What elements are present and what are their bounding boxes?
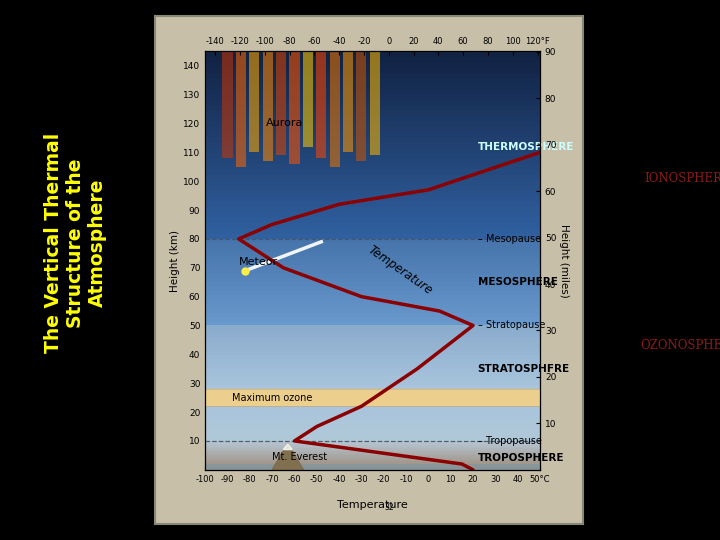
Text: IONOSPHERE: IONOSPHERE <box>644 172 720 185</box>
Polygon shape <box>272 444 303 470</box>
Text: TROPOSPHERE: TROPOSPHERE <box>477 453 564 463</box>
Text: The Vertical Thermal
Structure of the
Atmosphere: The Vertical Thermal Structure of the At… <box>44 133 107 353</box>
Text: MESOSPHERE: MESOSPHERE <box>477 277 557 287</box>
X-axis label: Temperature: Temperature <box>337 501 408 510</box>
Polygon shape <box>284 444 292 450</box>
Text: Mt. Everest: Mt. Everest <box>272 452 328 462</box>
Text: – Stratopause: – Stratopause <box>477 320 545 330</box>
Polygon shape <box>272 444 303 470</box>
Text: – Mesopause: – Mesopause <box>477 234 541 244</box>
Y-axis label: Height (km): Height (km) <box>171 230 180 292</box>
Text: STRATOSPHFRE: STRATOSPHFRE <box>477 364 570 374</box>
Text: OZONOSPHERE: OZONOSPHERE <box>640 339 720 352</box>
Text: Aurora: Aurora <box>266 118 303 129</box>
Text: THERMOSPHERE: THERMOSPHERE <box>477 141 574 152</box>
Text: Temperature: Temperature <box>366 244 435 298</box>
Text: – Tropopause: – Tropopause <box>477 436 541 446</box>
Text: 32: 32 <box>384 503 394 512</box>
Y-axis label: Height (miles): Height (miles) <box>559 224 569 298</box>
Text: Meteor: Meteor <box>239 257 278 267</box>
Text: Maximum ozone: Maximum ozone <box>232 393 312 403</box>
